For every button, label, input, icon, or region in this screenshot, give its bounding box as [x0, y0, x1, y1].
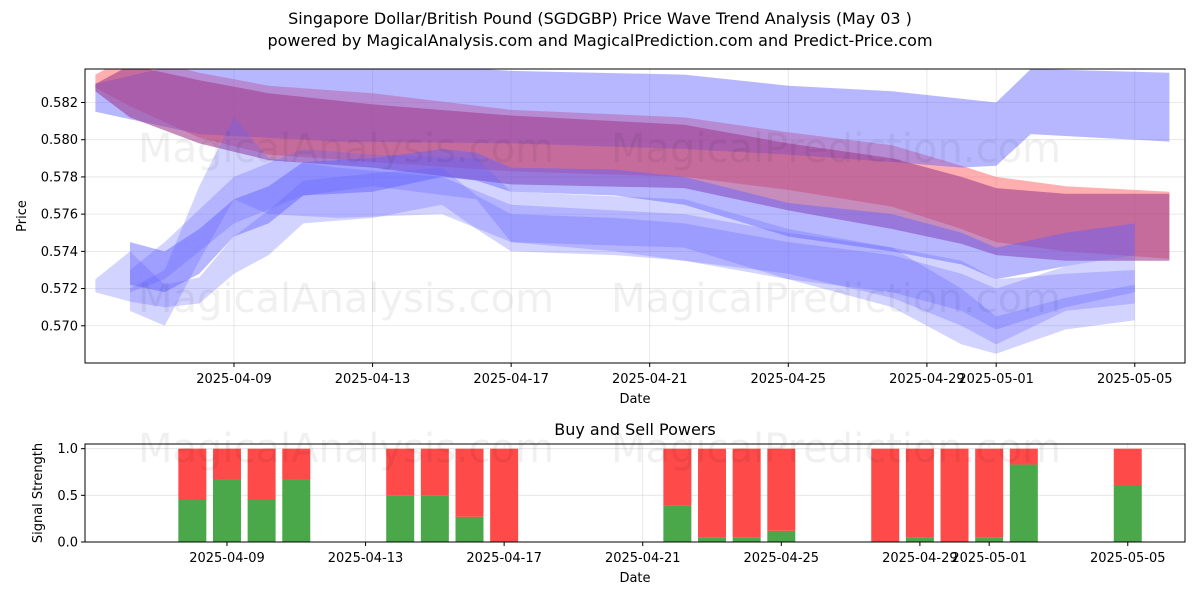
watermark-left: MagicalAnalysis.com: [138, 126, 554, 172]
sell-bar: [386, 448, 415, 496]
sell-bar: [698, 448, 727, 538]
watermark-left-lower: MagicalAnalysis.com: [138, 276, 554, 322]
price-y-tick-label: 0.570: [41, 319, 78, 334]
watermark-right-lower: MagicalPrediction.com: [611, 276, 1061, 322]
sell-bar: [940, 448, 969, 542]
price-y-label: Price: [15, 200, 30, 232]
price-x-tick-label: 2025-05-05: [1097, 372, 1173, 387]
chart-title: Singapore Dollar/British Pound (SGDGBP) …: [288, 9, 912, 28]
buy-bar: [905, 537, 934, 542]
sell-bar: [1113, 448, 1142, 486]
signal-y-ticks: 0.0 0.5 1.0: [57, 442, 85, 551]
signal-x-tick-label: 2025-04-29: [882, 551, 958, 566]
price-y-tick-label: 0.578: [41, 170, 78, 185]
signal-x-tick-label: 2025-04-09: [189, 551, 265, 566]
price-x-tick-label: 2025-05-01: [958, 372, 1034, 387]
signal-y-tick-label: 0.5: [57, 489, 78, 504]
buy-bar: [1113, 486, 1142, 542]
bottom-watermarks: MagicalAnalysis.com MagicalPrediction.co…: [138, 426, 1061, 472]
wave-band-blue: [95, 69, 1170, 168]
buy-bar: [975, 537, 1004, 542]
sell-bar: [1009, 448, 1038, 465]
signal-x-tick-label: 2025-04-21: [605, 551, 681, 566]
sell-bar: [212, 448, 241, 480]
price-y-ticks: 0.570 0.572 0.574 0.576 0.578 0.580 0.582: [41, 96, 85, 334]
price-x-ticks: 2025-04-09 2025-04-13 2025-04-17 2025-04-21…: [196, 363, 1173, 387]
price-y-tick-label: 0.572: [41, 282, 78, 297]
signal-y-tick-label: 0.0: [57, 536, 78, 551]
signal-x-tick-label: 2025-05-01: [951, 551, 1027, 566]
sell-bar: [455, 448, 484, 517]
sell-bar: [420, 448, 449, 496]
signal-bars: [178, 448, 1142, 542]
signal-chart-title: Buy and Sell Powers: [554, 420, 716, 439]
buy-bar: [455, 516, 484, 542]
wave-band-blue: [130, 117, 1135, 345]
buy-bar: [282, 479, 311, 542]
price-plot-frame: [84, 68, 1186, 364]
price-x-tick-label: 2025-04-13: [335, 372, 411, 387]
price-y-tick-label: 0.576: [41, 208, 78, 223]
buy-bar: [420, 495, 449, 542]
signal-y-tick-label: 1.0: [57, 442, 78, 457]
sell-bar: [490, 448, 519, 542]
buy-bar: [1009, 464, 1038, 542]
signal-x-tick-label: 2025-04-13: [328, 551, 404, 566]
watermark-left-bottom: MagicalAnalysis.com: [138, 426, 554, 472]
price-x-tick-label: 2025-04-25: [751, 372, 827, 387]
wave-band-blue: [95, 167, 1135, 330]
buy-bar: [732, 537, 761, 542]
price-x-tick-label: 2025-04-21: [612, 372, 688, 387]
signal-x-tick-label: 2025-05-05: [1090, 551, 1166, 566]
buy-bar: [767, 530, 796, 542]
watermark-right: MagicalPrediction.com: [611, 126, 1061, 172]
price-x-tick-label: 2025-04-29: [889, 372, 965, 387]
wave-band-blue: [130, 149, 1135, 293]
chart-subtitle: powered by MagicalAnalysis.com and Magic…: [267, 31, 933, 50]
buy-bar: [698, 537, 727, 542]
sell-bar: [282, 448, 311, 480]
signal-x-label: Date: [619, 571, 650, 586]
buy-bar: [386, 495, 415, 542]
signal-x-ticks: 2025-04-09 2025-04-13 2025-04-17 2025-04-21…: [189, 542, 1166, 566]
sell-bar: [178, 448, 207, 500]
price-y-tick-label: 0.582: [41, 96, 78, 111]
sell-bar: [767, 448, 796, 531]
wave-band-purple: [95, 69, 1170, 261]
price-wave-bands: [95, 69, 1170, 354]
signal-x-tick-label: 2025-04-17: [466, 551, 542, 566]
signal-x-tick-label: 2025-04-25: [744, 551, 820, 566]
sell-bar: [975, 448, 1004, 538]
wave-band-blue: [130, 149, 1135, 354]
sell-bar: [663, 448, 692, 506]
buy-bar: [663, 505, 692, 542]
sell-bar: [247, 448, 276, 500]
price-y-tick-label: 0.580: [41, 133, 78, 148]
sell-bar: [905, 448, 934, 538]
price-x-tick-label: 2025-04-17: [473, 372, 549, 387]
buy-bar: [247, 500, 276, 542]
top-watermarks: MagicalAnalysis.com MagicalPrediction.co…: [138, 126, 1061, 322]
signal-y-label: Signal Strength: [31, 443, 46, 543]
watermark-right-bottom: MagicalPrediction.com: [611, 426, 1061, 472]
buy-bar: [178, 500, 207, 542]
sell-bar: [732, 448, 761, 538]
price-x-label: Date: [619, 392, 650, 407]
sell-bar: [871, 448, 900, 542]
price-y-tick-label: 0.574: [41, 245, 78, 260]
price-x-tick-label: 2025-04-09: [196, 372, 272, 387]
buy-bar: [212, 479, 241, 542]
signal-plot-frame: [84, 443, 1186, 543]
